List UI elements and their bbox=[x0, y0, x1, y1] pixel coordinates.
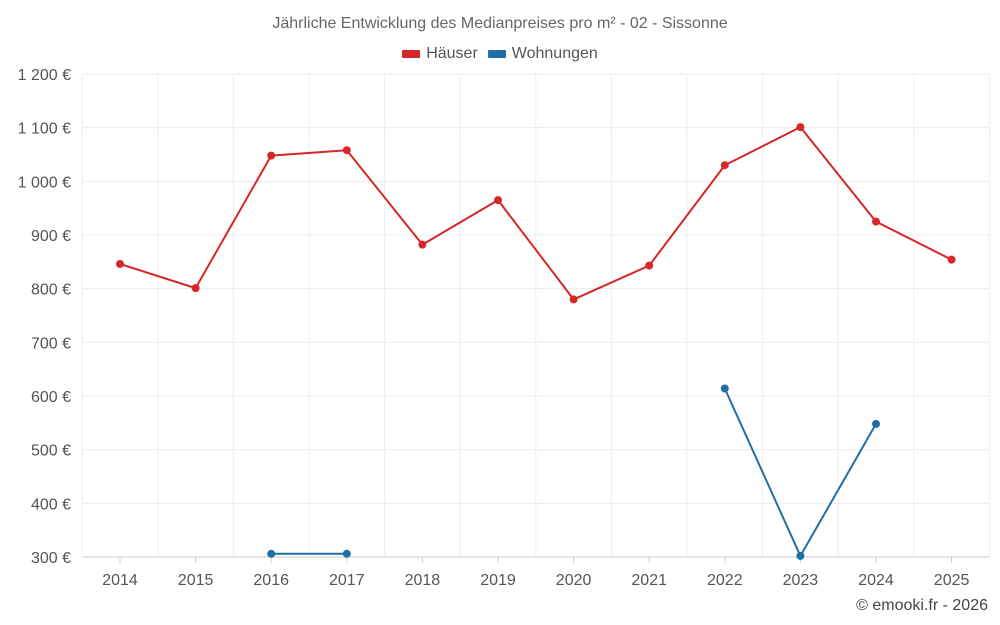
legend-label-haeuser: Häuser bbox=[426, 45, 478, 62]
chart-title: Jährliche Entwicklung des Medianpreises … bbox=[272, 15, 728, 32]
legend-item-haeuser[interactable]: Häuser bbox=[402, 45, 478, 63]
legend-swatch-haeuser bbox=[402, 50, 421, 58]
y-tick-label-800: 800 € bbox=[31, 282, 71, 299]
point-wohnungen-2023 bbox=[796, 551, 805, 560]
y-tick-label-1200: 1 200 € bbox=[18, 67, 71, 84]
series-line-wohnungen-1 bbox=[723, 388, 877, 557]
point-wohnungen-2017 bbox=[342, 549, 351, 558]
y-tick-label-500: 500 € bbox=[31, 443, 71, 460]
x-tick-label-2022: 2022 bbox=[707, 572, 743, 589]
x-tick-label-2020: 2020 bbox=[556, 572, 592, 589]
y-tick-label-600: 600 € bbox=[31, 389, 71, 406]
legend-item-wohnungen[interactable]: Wohnungen bbox=[487, 45, 598, 63]
point-haeuser-2021 bbox=[645, 261, 654, 270]
legend-swatch-wohnungen bbox=[487, 50, 506, 58]
point-haeuser-2020 bbox=[569, 295, 578, 304]
y-tick-label-1000: 1 000 € bbox=[18, 174, 71, 191]
x-tick-label-2021: 2021 bbox=[631, 572, 667, 589]
x-tick-label-2025: 2025 bbox=[934, 572, 970, 589]
point-wohnungen-2022 bbox=[720, 384, 729, 393]
credit-text: © emooki.fr - 2026 bbox=[856, 597, 988, 614]
point-haeuser-2017 bbox=[342, 146, 351, 155]
x-tick-label-2014: 2014 bbox=[102, 572, 138, 589]
x-tick-label-2023: 2023 bbox=[783, 572, 819, 589]
point-wohnungen-2016 bbox=[267, 549, 276, 558]
point-haeuser-2019 bbox=[494, 196, 502, 205]
point-haeuser-2016 bbox=[267, 151, 276, 160]
x-tick-label-2024: 2024 bbox=[858, 572, 894, 589]
y-tick-label-700: 700 € bbox=[31, 335, 71, 352]
x-tick-label-2015: 2015 bbox=[178, 572, 214, 589]
x-tick-label-2016: 2016 bbox=[253, 572, 289, 589]
legend-label-wohnungen: Wohnungen bbox=[511, 45, 598, 62]
point-haeuser-2022 bbox=[720, 161, 729, 170]
point-haeuser-2015 bbox=[191, 284, 200, 293]
point-haeuser-2014 bbox=[116, 259, 124, 268]
series-line-haeuser-0 bbox=[119, 126, 953, 301]
y-tick-label-400: 400 € bbox=[31, 496, 71, 513]
point-wohnungen-2024 bbox=[872, 419, 880, 428]
point-haeuser-2025 bbox=[947, 255, 956, 264]
x-tick-label-2017: 2017 bbox=[329, 572, 365, 589]
x-tick-label-2018: 2018 bbox=[405, 572, 441, 589]
x-tick-label-2019: 2019 bbox=[480, 572, 516, 589]
legend: Häuser Wohnungen bbox=[0, 45, 1000, 63]
y-tick-label-900: 900 € bbox=[31, 228, 71, 245]
point-haeuser-2024 bbox=[872, 217, 880, 226]
point-haeuser-2018 bbox=[418, 240, 427, 249]
y-tick-label-1100: 1 100 € bbox=[18, 121, 71, 138]
y-tick-label-300: 300 € bbox=[31, 550, 71, 567]
point-haeuser-2023 bbox=[796, 123, 805, 132]
